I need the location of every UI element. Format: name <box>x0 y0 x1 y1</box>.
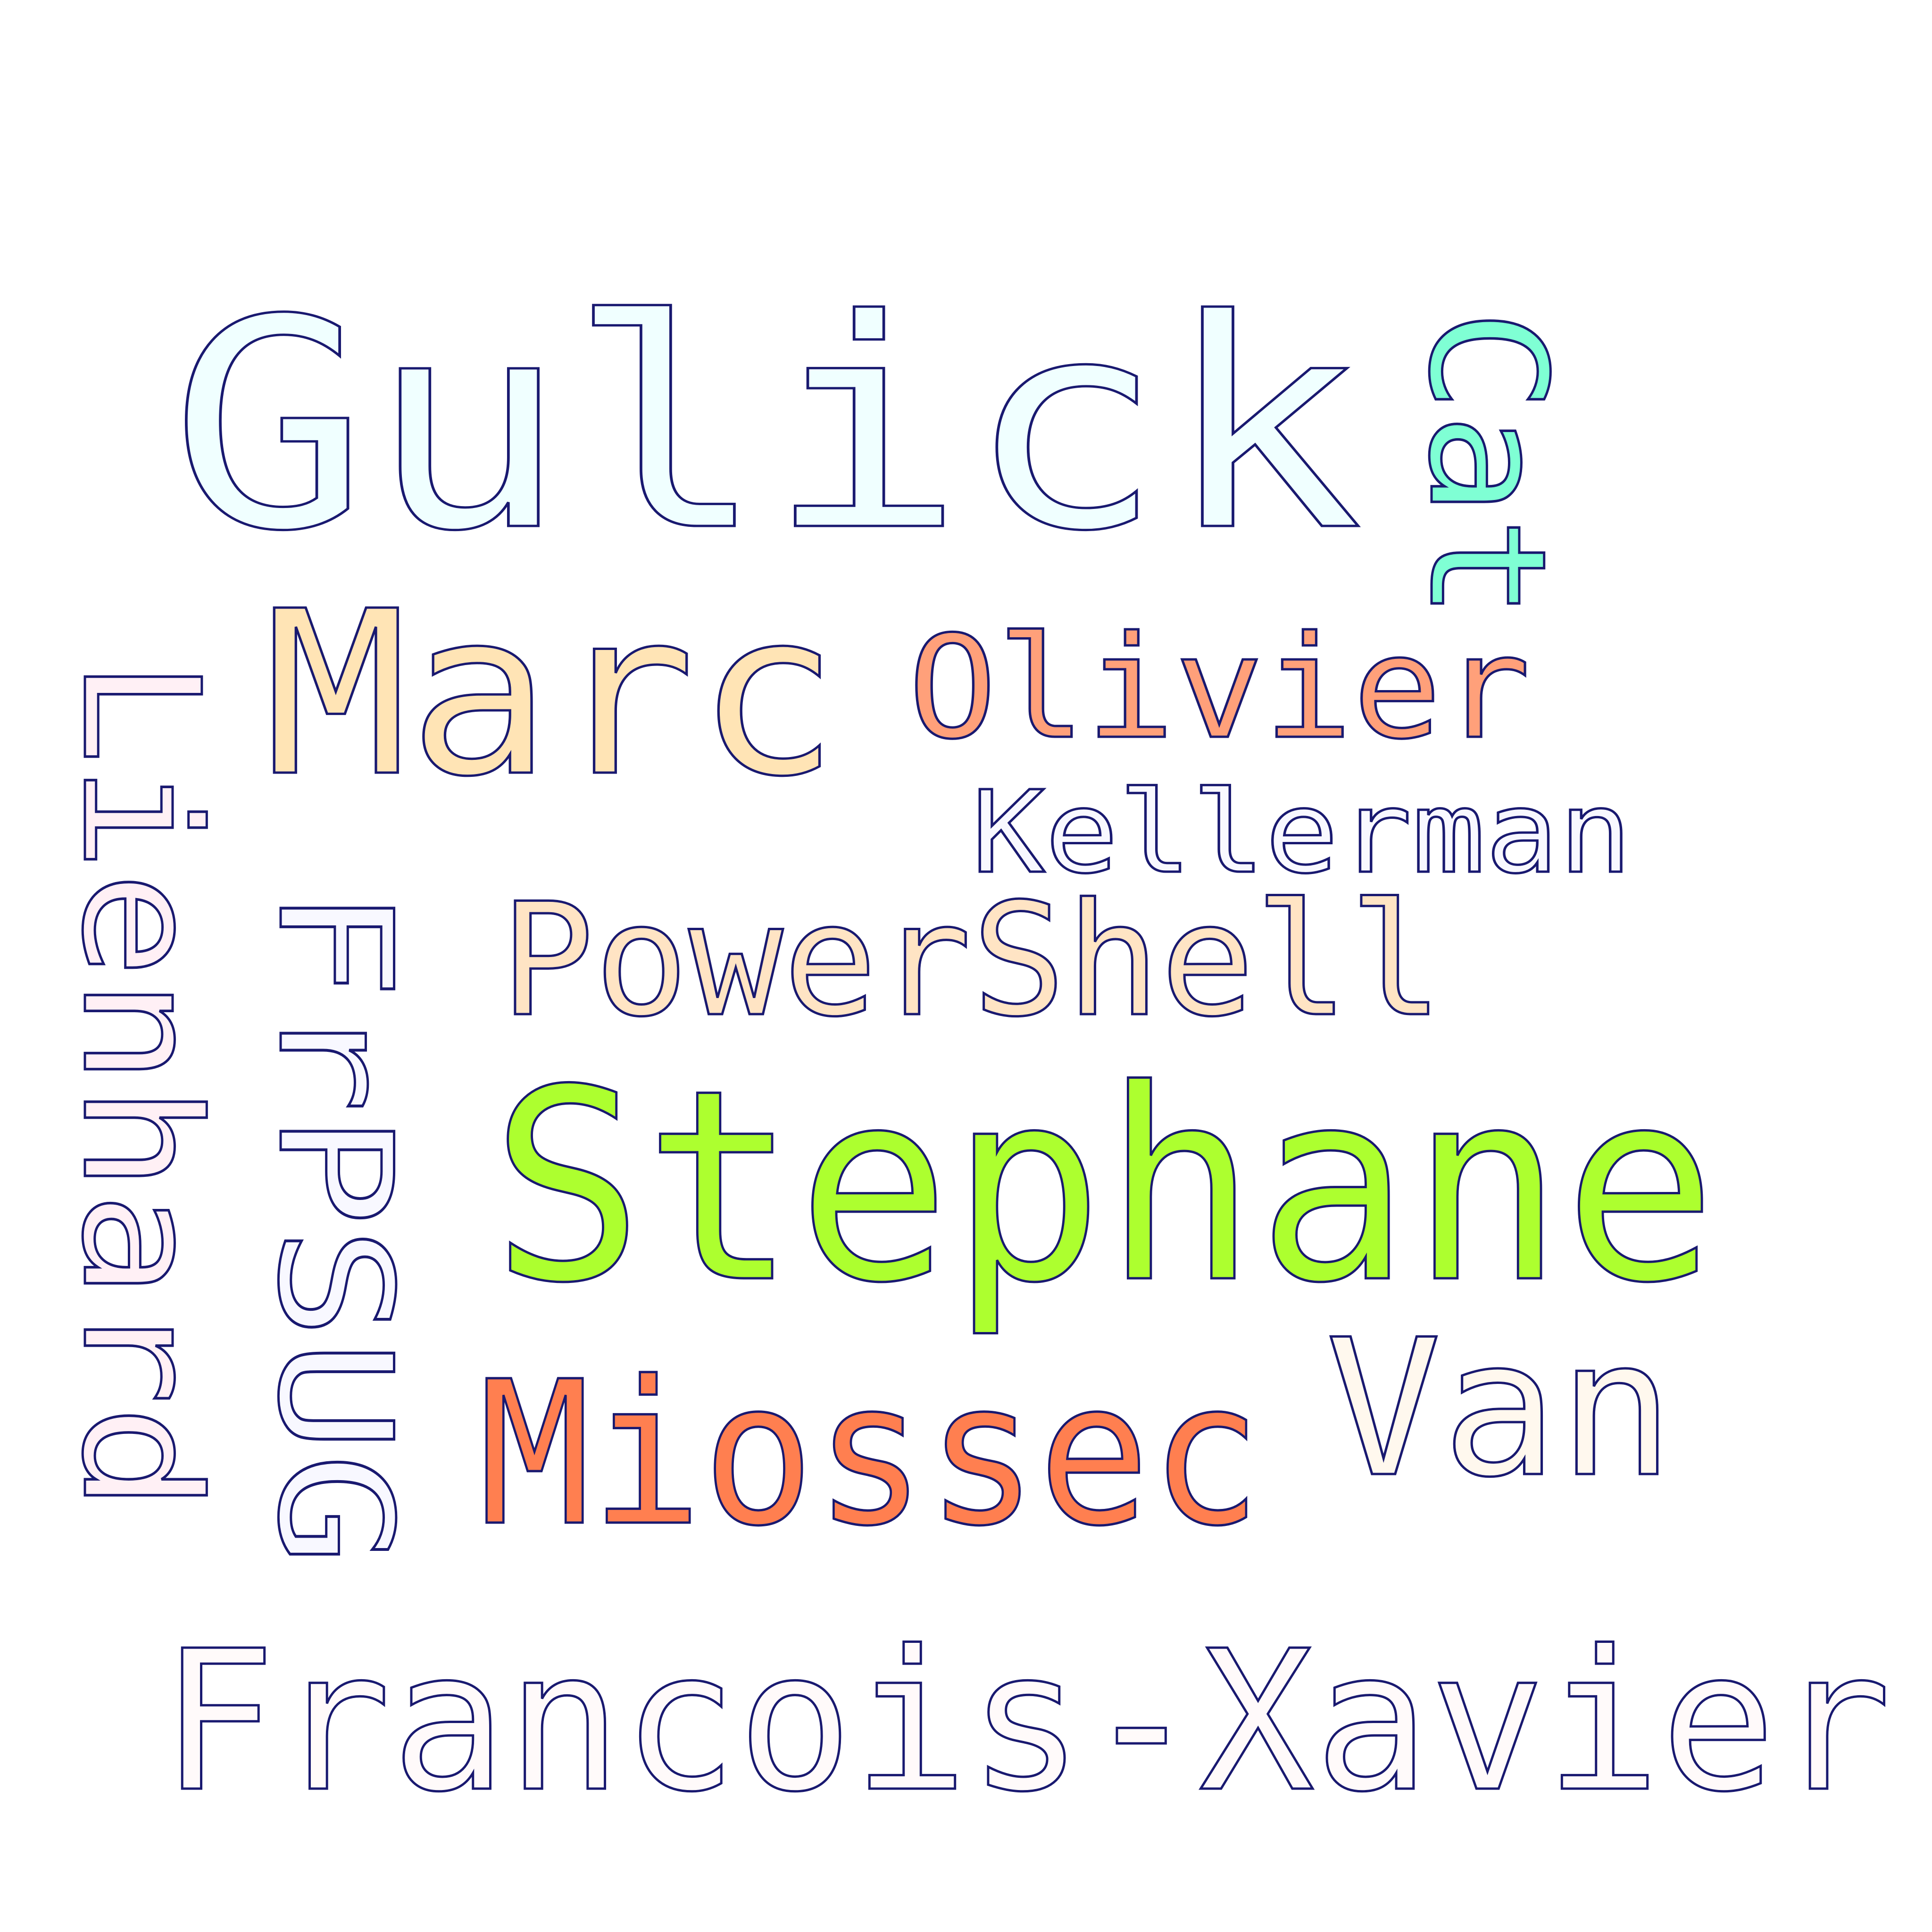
word-olivier: Olivier <box>908 606 1531 770</box>
word-lienhard: Lienhard <box>47 658 233 1512</box>
word-cat: Cat <box>1393 309 1580 620</box>
word-marc: Marc <box>264 563 840 826</box>
word-stephane: Stephane <box>491 1033 1717 1341</box>
word-miossec: Miossec <box>479 1339 1262 1570</box>
word-frpsug: FrPSUG <box>244 887 425 1566</box>
word-kellerman: Kellerman <box>972 766 1632 899</box>
word-francois-xavier: Francois-Xavier <box>160 1609 1891 1834</box>
word-van: Van <box>1325 1299 1674 1519</box>
word-gulick: Gulick <box>170 258 1363 594</box>
word-powershell: PowerShell <box>500 870 1443 1051</box>
